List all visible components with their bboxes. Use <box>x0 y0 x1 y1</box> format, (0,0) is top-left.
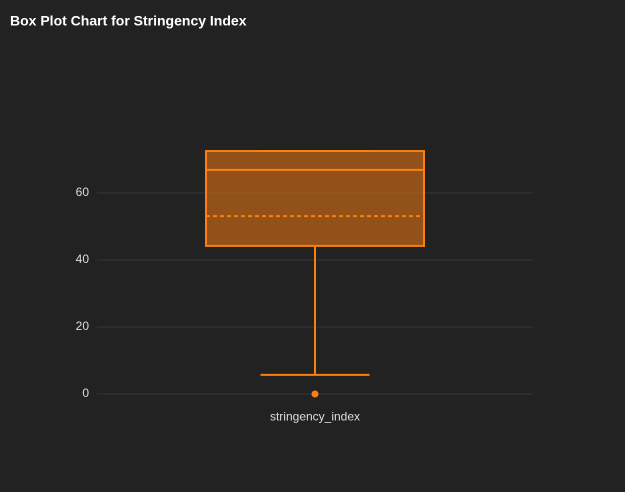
y-tick-label: 40 <box>76 252 90 266</box>
y-tick-label: 0 <box>82 386 89 400</box>
chart-title: Box Plot Chart for Stringency Index <box>10 13 247 29</box>
y-tick-label: 20 <box>76 319 90 333</box>
y-tick-label: 60 <box>76 185 90 199</box>
outlier <box>311 390 319 398</box>
box <box>205 150 425 247</box>
x-tick-label: stringency_index <box>270 410 360 424</box>
